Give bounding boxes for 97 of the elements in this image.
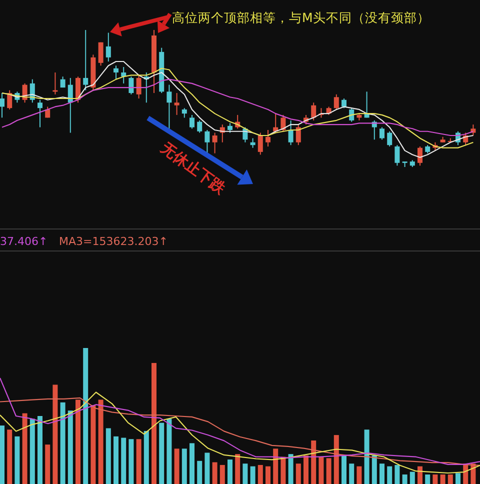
bar [318, 456, 324, 484]
bar [76, 400, 80, 484]
bar [121, 438, 126, 484]
candlestick [349, 108, 354, 122]
bar [204, 452, 210, 484]
bar [258, 464, 263, 484]
bar [273, 448, 278, 484]
bar [364, 430, 370, 484]
bar [334, 435, 339, 484]
candlestick [98, 42, 104, 66]
bar [349, 464, 354, 484]
bar [410, 472, 415, 484]
bar [90, 405, 96, 484]
candlestick [334, 94, 339, 110]
candlestick [106, 32, 111, 62]
candlestick [418, 146, 422, 166]
candlestick [190, 114, 194, 130]
bar [166, 418, 172, 484]
bar [380, 464, 384, 484]
candlestick [228, 122, 232, 134]
candlestick [266, 130, 270, 147]
bar [311, 440, 316, 484]
bar [387, 466, 392, 484]
candlestick [250, 138, 256, 148]
bar [45, 444, 50, 484]
bar [296, 464, 301, 484]
candlestick [342, 98, 346, 109]
bar [52, 384, 58, 484]
bar [456, 473, 460, 484]
candlestick [182, 108, 187, 118]
bar [242, 464, 248, 484]
bar [60, 402, 66, 484]
candlestick [174, 92, 180, 116]
bar [68, 410, 73, 484]
bar [425, 474, 430, 484]
bar [14, 436, 20, 484]
candlestick [394, 144, 400, 166]
text: 高位两个顶部相等，与M头不同（没有颈部） [172, 10, 430, 25]
candlestick [296, 124, 301, 146]
bar [304, 455, 308, 484]
bar [144, 430, 149, 484]
bar [106, 428, 111, 484]
candlestick [470, 124, 476, 136]
bar [152, 362, 156, 484]
bar [220, 464, 225, 484]
bar [190, 443, 194, 484]
bar [326, 458, 332, 484]
bar [174, 448, 180, 484]
candlestick [83, 30, 88, 91]
bar [448, 474, 453, 484]
bar [280, 456, 286, 484]
candlestick [128, 76, 134, 95]
bar [432, 474, 438, 484]
candlestick [380, 126, 384, 140]
bar [250, 466, 256, 484]
candlestick [204, 130, 210, 154]
bar [30, 418, 35, 484]
bar [38, 416, 42, 484]
candlestick [280, 114, 286, 132]
annotation: 无休止下跌 [156, 138, 230, 198]
bar [114, 436, 118, 484]
bar [342, 455, 346, 484]
bar [372, 455, 377, 484]
candlestick [311, 102, 316, 121]
bar [266, 466, 270, 484]
candlestick [166, 84, 172, 130]
candlestick [288, 120, 294, 146]
bar [402, 474, 408, 484]
candlestick [258, 132, 263, 156]
bar [440, 474, 446, 484]
bar [83, 348, 88, 484]
bar [136, 439, 142, 484]
text: MA3=153623.203↑ [59, 235, 168, 248]
candlestick [387, 130, 392, 147]
candlestick [197, 120, 202, 134]
candlestick [0, 92, 4, 118]
candlestick [7, 90, 12, 110]
bar [98, 400, 104, 484]
bar [288, 454, 294, 484]
bar [394, 464, 400, 484]
bar [228, 460, 232, 484]
bar [235, 454, 240, 484]
text: 37.406↑ [0, 235, 48, 248]
candlestick [212, 132, 218, 154]
bar [212, 462, 218, 484]
bar [159, 422, 164, 484]
bar [128, 439, 134, 484]
bar [197, 460, 202, 484]
candlestick [136, 74, 142, 99]
candlestick [114, 65, 118, 80]
bar [0, 426, 4, 484]
bar [7, 430, 12, 484]
bar [418, 466, 422, 484]
candlestick [38, 99, 42, 128]
bar [182, 448, 187, 484]
bar [22, 413, 28, 484]
bar [356, 466, 362, 484]
